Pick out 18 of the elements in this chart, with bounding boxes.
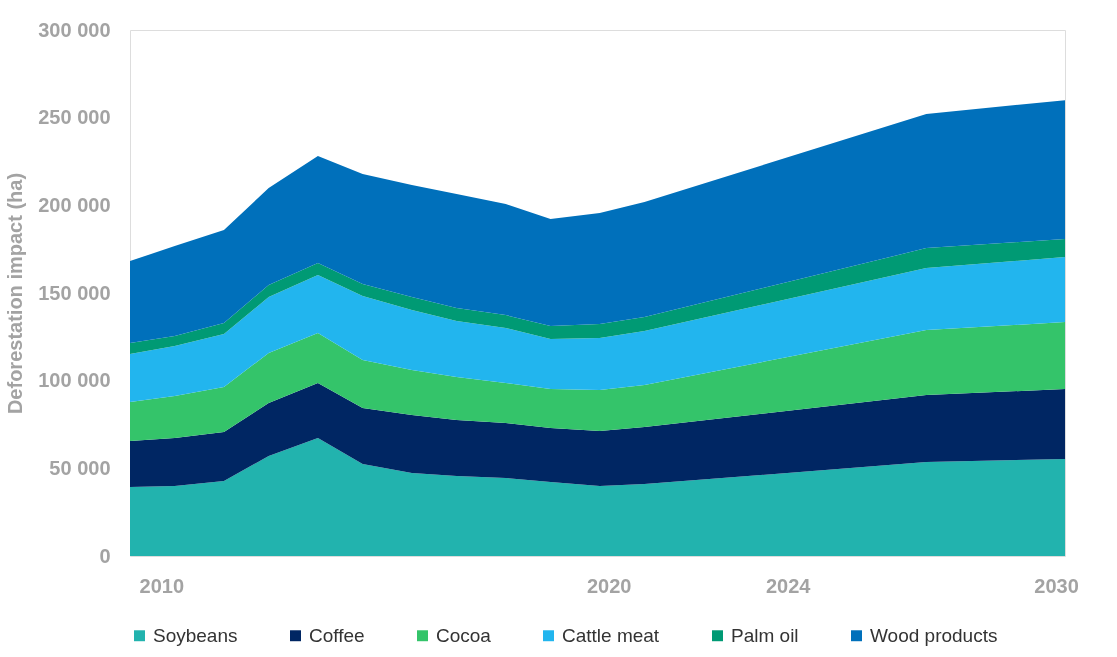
legend-label: Coffee	[309, 624, 365, 646]
legend-label: Cattle meat	[562, 624, 660, 646]
y-tick-label: 200 000	[38, 193, 111, 216]
x-tick-label: 2020	[586, 574, 632, 597]
x-tick-label: 2024	[765, 574, 812, 597]
legend-label: Palm oil	[731, 624, 799, 646]
y-tick-label: 50 000	[49, 456, 111, 479]
y-tick-label: 100 000	[38, 369, 111, 392]
y-tick-label: 150 000	[38, 281, 111, 304]
x-tick-label: 2030	[1034, 574, 1079, 597]
x-tick-label: 2010	[139, 574, 185, 597]
y-tick-label: 300 000	[38, 18, 111, 41]
legend-label: Soybeans	[153, 624, 238, 646]
y-tick-label: 250 000	[38, 106, 111, 129]
legend-label: Wood products	[870, 624, 998, 646]
y-tick-label: 0	[99, 544, 111, 567]
legend-label: Cocoa	[436, 624, 492, 646]
y-axis-title: Deforestation impact (ha)	[4, 172, 27, 415]
